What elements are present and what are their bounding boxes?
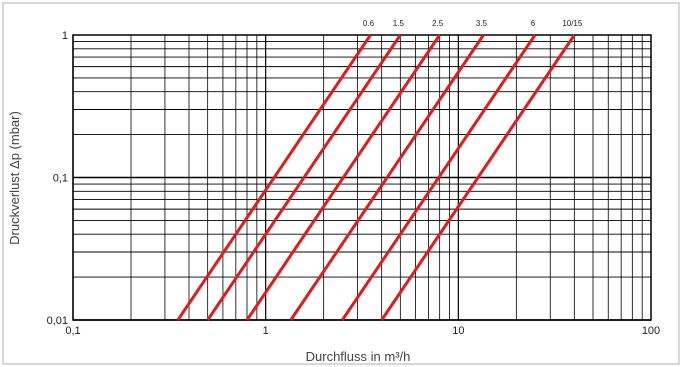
x-tick-label: 1 [263,325,269,337]
series-line [380,34,576,321]
series-label: 2.5 [432,19,444,28]
plot-area-border [72,34,652,321]
series-line [289,34,485,321]
series-label: 3.5 [476,19,488,28]
series-line [176,34,372,321]
y-tick-label: 1 [62,30,68,42]
series-line [245,34,441,321]
y-tick-label: 0,1 [53,173,68,185]
series-label: 0.6 [363,19,375,28]
series-group [176,34,576,321]
series-label: 10/15 [562,19,583,28]
grid [72,35,651,321]
y-axis-title: Druckverlust Δp (mbar) [7,111,22,245]
x-axis-title: Durchfluss in m³/h [306,349,411,364]
x-tick-label: 10 [452,325,464,337]
series-line [341,34,537,321]
x-tick-label: 0,1 [65,325,80,337]
x-tick-label: 100 [642,325,660,337]
series-label: 1.5 [393,19,405,28]
series-label: 6 [531,19,536,28]
series-line [206,34,402,321]
y-tick-label: 0,01 [47,315,68,327]
